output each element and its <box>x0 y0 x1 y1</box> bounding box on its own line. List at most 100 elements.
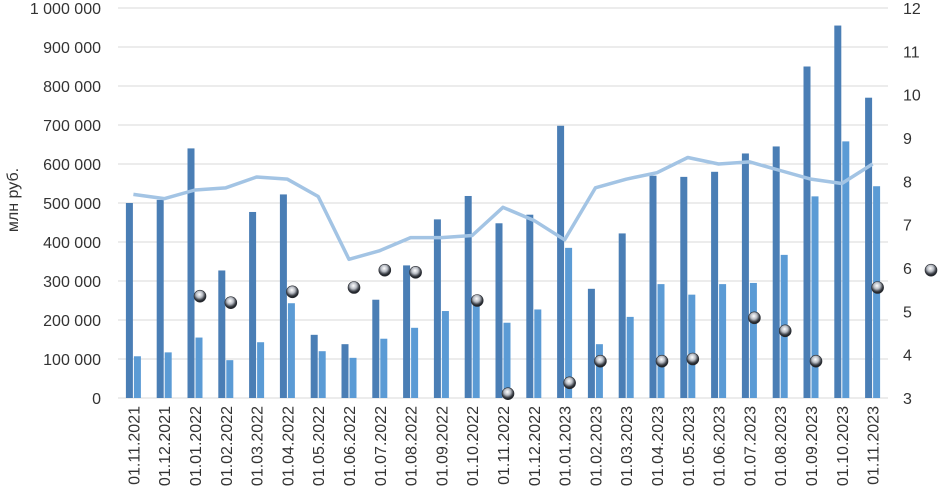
x-tick-label: 01.03.2023 <box>619 406 636 486</box>
bar-series-1 <box>218 270 226 398</box>
x-tick-label: 01.06.2023 <box>712 406 729 486</box>
bar-series-2 <box>565 247 573 398</box>
y-axis-right: 3 4 5 6 7 8 9 10 11 12 <box>903 1 921 408</box>
x-tick-label: 01.12.2022 <box>527 406 544 486</box>
y-axis-left: 0 100 000 200 000 300 000 400 000 500 000 600 … <box>30 1 101 408</box>
bar-series-1 <box>433 219 441 398</box>
y2-tick-label: 12 <box>903 1 921 18</box>
marker-point <box>748 311 761 325</box>
x-axis: 01.11.2021 01.12.2021 01.01.2022 01.02.2022… <box>126 406 882 486</box>
y-tick-label: 100 000 <box>43 352 101 369</box>
y2-tick-label: 7 <box>903 218 912 235</box>
bar-series-1 <box>680 176 688 398</box>
y-tick-label: 600 000 <box>43 157 101 174</box>
x-tick-label: 01.01.2023 <box>558 406 575 486</box>
bar-series-2 <box>164 352 172 398</box>
x-tick-label: 01.06.2022 <box>342 406 359 486</box>
bar-series-2 <box>534 309 542 398</box>
x-tick-label: 01.04.2022 <box>280 406 297 486</box>
x-tick-label: 01.08.2023 <box>773 406 790 486</box>
marker-point <box>563 376 576 390</box>
bar-series-1 <box>187 148 195 398</box>
x-tick-label: 01.08.2022 <box>404 406 421 486</box>
bar-series-1 <box>526 214 534 398</box>
y-tick-label: 700 000 <box>43 118 101 135</box>
bar-series-2 <box>133 356 141 398</box>
x-tick-label: 01.07.2022 <box>373 406 390 486</box>
bar-series-1 <box>249 211 257 398</box>
line-series <box>133 155 874 262</box>
bar-series-1 <box>495 223 503 398</box>
legend-marker <box>924 263 938 277</box>
bar-series-1 <box>341 344 349 398</box>
bar-series-1 <box>711 171 719 398</box>
y2-tick-label: 6 <box>903 261 912 278</box>
x-tick-label: 01.04.2023 <box>650 406 667 486</box>
bar-series-1 <box>310 334 318 398</box>
marker-point <box>778 324 792 338</box>
y-tick-label: 1 000 000 <box>30 1 101 18</box>
bar-series-2 <box>626 316 634 398</box>
bar-series-2 <box>472 301 480 398</box>
bar-series-2 <box>595 344 603 398</box>
y2-tick-label: 3 <box>903 391 912 408</box>
x-tick-label: 01.10.2022 <box>465 406 482 486</box>
marker-point <box>470 294 484 307</box>
y-tick-label: 900 000 <box>43 40 101 57</box>
bar-series-1 <box>403 265 411 398</box>
line-series-path <box>133 155 874 262</box>
bar-series-2 <box>657 284 665 398</box>
bar-series-2 <box>349 357 357 398</box>
y2-tick-label: 10 <box>903 88 921 105</box>
marker-point <box>871 281 884 294</box>
y-tick-label: 200 000 <box>43 313 101 330</box>
bar-series-2 <box>811 196 819 398</box>
bar-series-1 <box>649 175 657 398</box>
x-tick-label: 01.09.2022 <box>434 406 451 486</box>
bar-series-2 <box>842 141 850 398</box>
bar-series-1 <box>125 203 133 398</box>
x-tick-label: 01.05.2022 <box>311 406 328 486</box>
bar-series-1 <box>156 199 164 398</box>
marker-point <box>347 281 361 294</box>
x-tick-label: 01.01.2022 <box>188 406 205 486</box>
bar-series-1 <box>279 194 287 398</box>
y-tick-label: 400 000 <box>43 235 101 252</box>
y2-tick-label: 4 <box>903 348 912 365</box>
bar-series-1 <box>587 288 595 398</box>
bar-series-1 <box>372 299 380 398</box>
marker-point <box>224 296 238 309</box>
bar-series-2 <box>226 360 234 398</box>
bar-series-1 <box>865 97 873 398</box>
x-tick-label: 01.07.2023 <box>742 406 759 486</box>
y-axis-title: млн руб. <box>5 168 22 232</box>
bar-series-2 <box>749 282 757 398</box>
bar-series-2 <box>195 337 203 398</box>
marker-point <box>193 289 207 303</box>
bar-series-1 <box>464 195 472 398</box>
y2-tick-label: 11 <box>903 44 920 61</box>
bar-series-2 <box>380 338 388 398</box>
marker-point <box>409 266 422 279</box>
marker-point <box>655 354 669 368</box>
bar-series-1 <box>741 153 749 398</box>
markers <box>193 263 938 400</box>
marker-point <box>378 263 392 277</box>
y2-tick-label: 8 <box>903 174 912 191</box>
bar-series-2 <box>287 303 295 398</box>
bar-series-1 <box>803 66 811 398</box>
marker-point <box>501 387 515 400</box>
marker-point <box>686 352 700 366</box>
x-tick-label: 01.11.2021 <box>126 406 143 485</box>
x-tick-label: 01.11.2022 <box>496 406 513 485</box>
bar-series-1 <box>834 25 842 399</box>
bar-series-2 <box>719 284 727 398</box>
bar-series-1 <box>772 146 780 398</box>
bar-series-2 <box>503 322 511 398</box>
x-tick-label: 01.12.2021 <box>157 406 174 486</box>
bar-series-2 <box>688 294 696 398</box>
x-tick-label: 01.05.2023 <box>681 406 698 486</box>
marker-point <box>286 285 299 299</box>
y-tick-label: 300 000 <box>43 274 101 291</box>
